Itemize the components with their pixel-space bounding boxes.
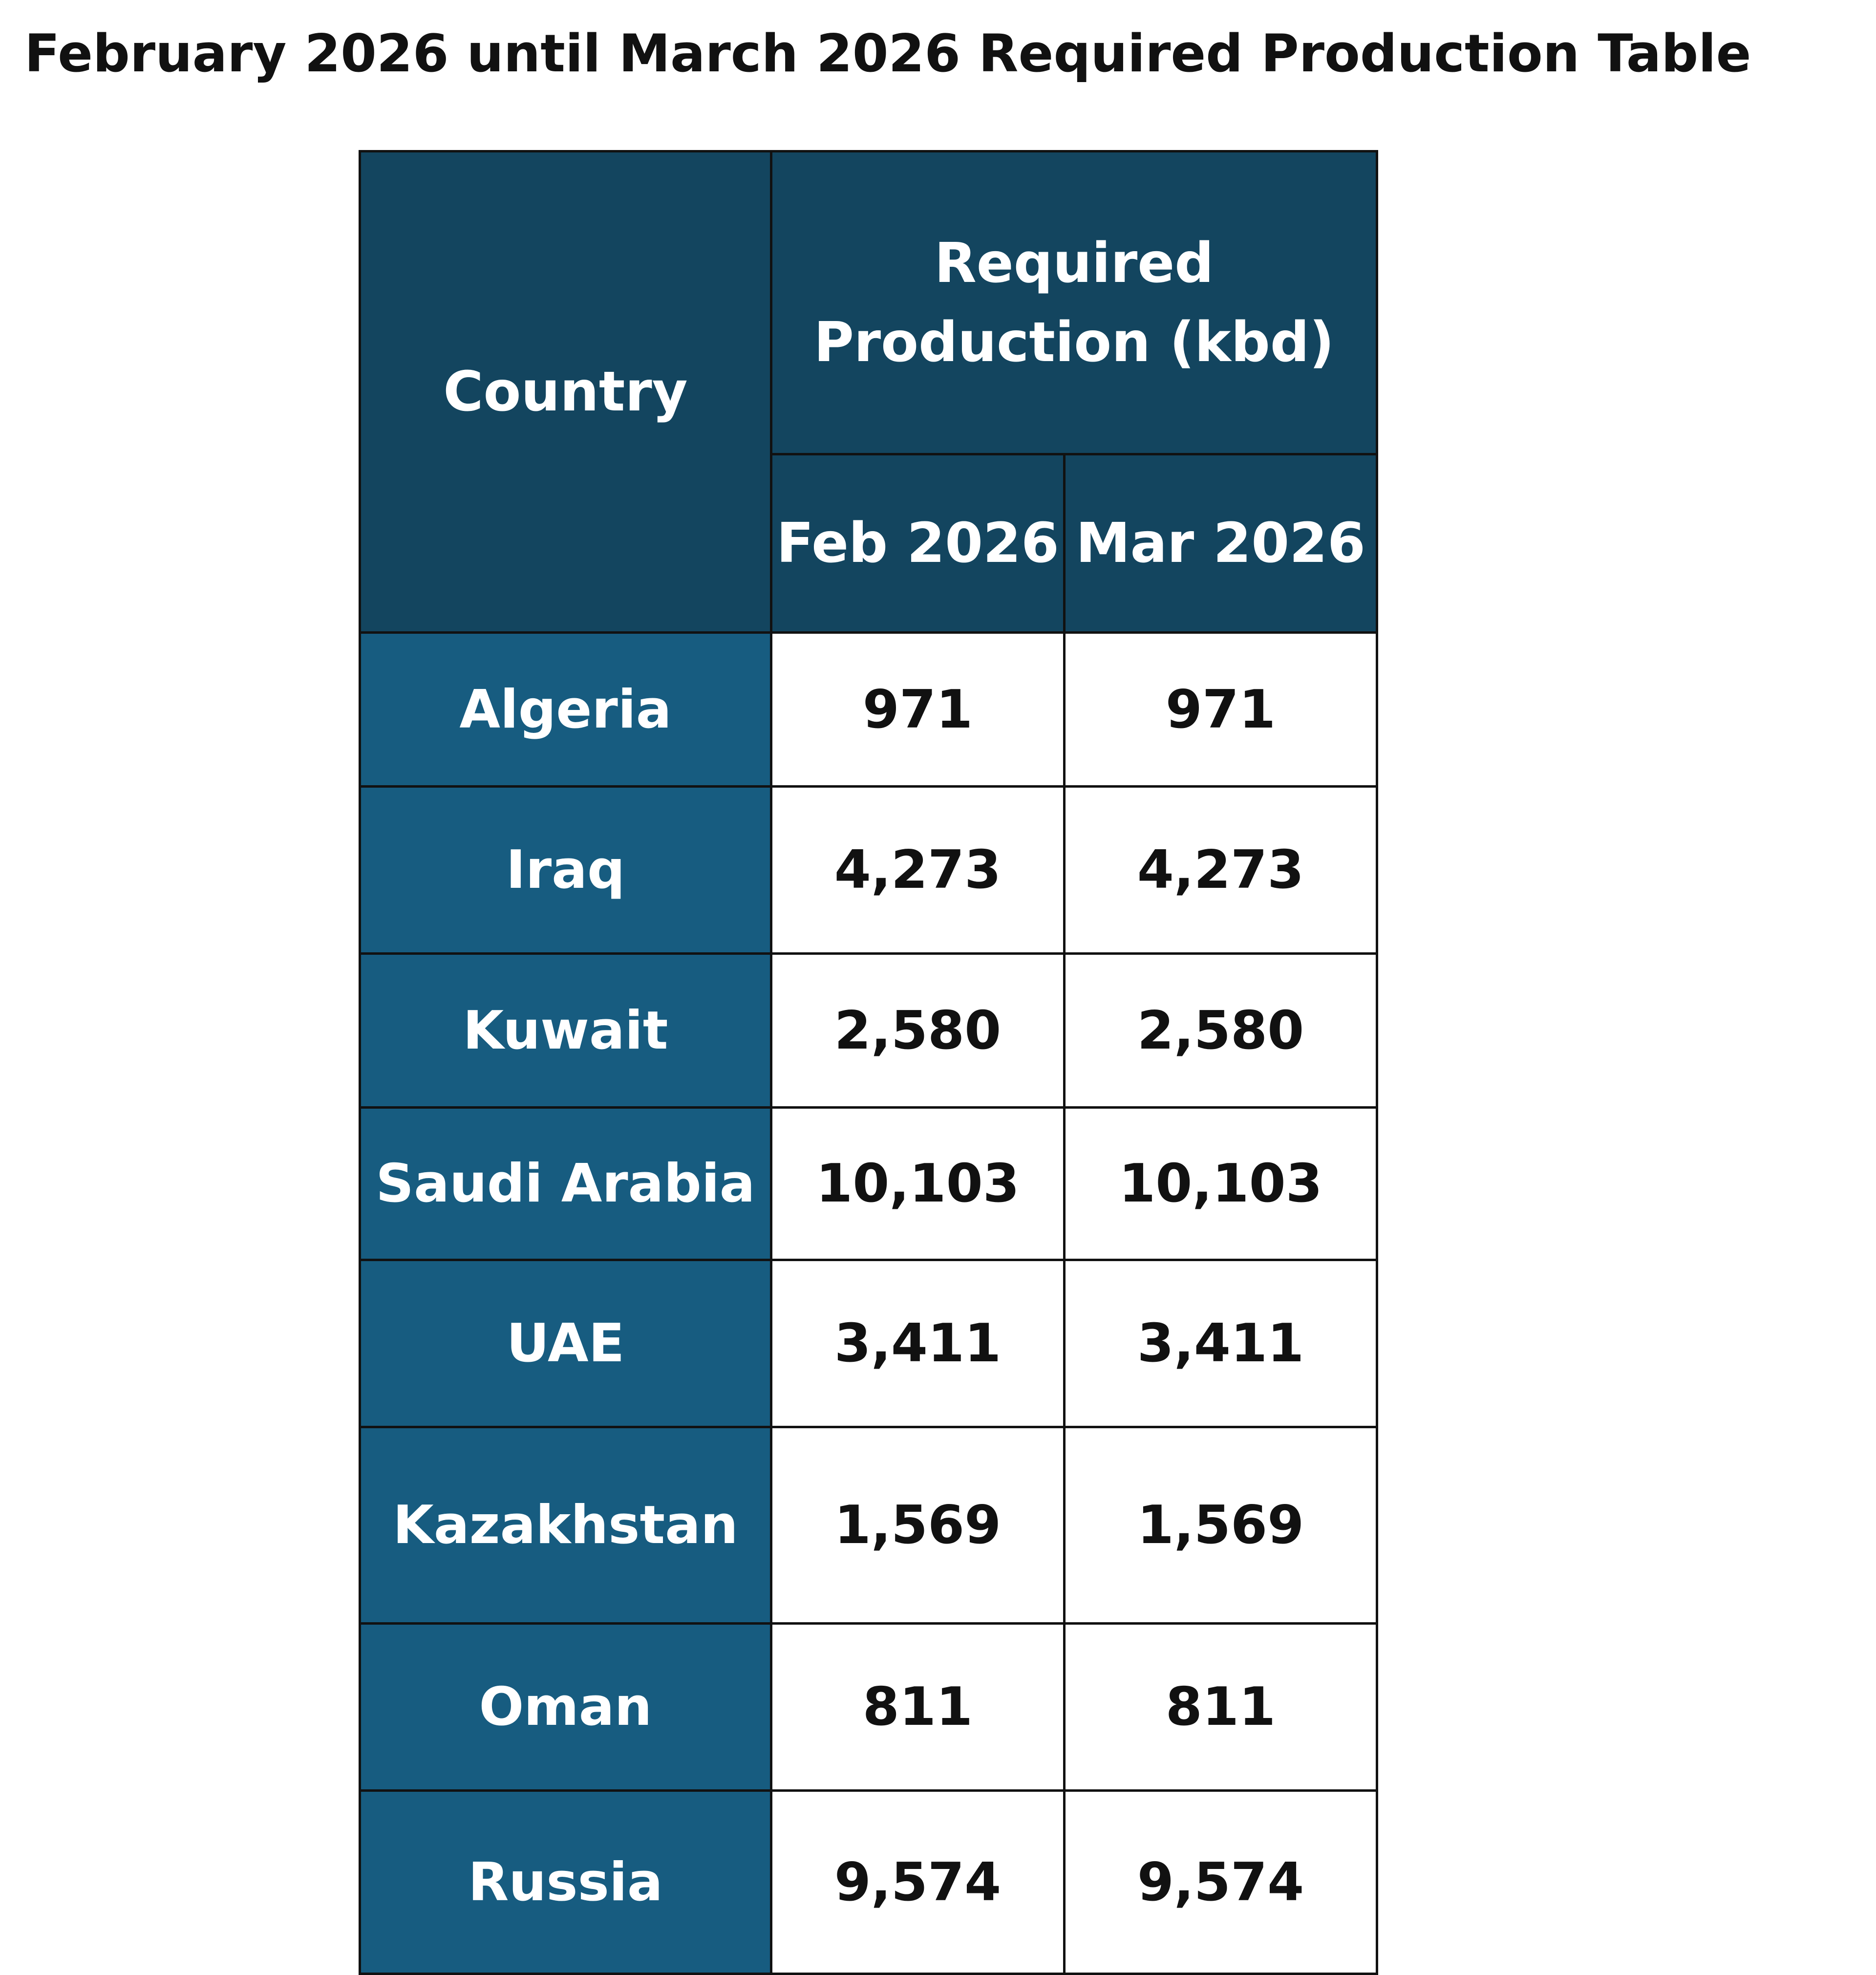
cell-feb-2026: 4,273 — [770, 785, 1066, 955]
table-row: Iraq 4,273 4,273 — [359, 785, 1378, 955]
row-header-country: Iraq — [359, 785, 772, 955]
row-header-country: Kazakhstan — [359, 1426, 772, 1625]
row-header-country: Algeria — [359, 631, 772, 788]
cell-mar-2026: 811 — [1063, 1622, 1378, 1792]
column-header-mar-2026: Mar 2026 — [1063, 453, 1378, 634]
row-header-country: Russia — [359, 1789, 772, 1975]
row-header-country: Kuwait — [359, 952, 772, 1109]
row-header-country: Oman — [359, 1622, 772, 1792]
column-header-country: Country — [359, 150, 772, 634]
production-table: Country Required Production (kbd) Feb 20… — [359, 150, 1378, 1975]
table-row: Russia 9,574 9,574 — [359, 1789, 1378, 1975]
cell-mar-2026: 3,411 — [1063, 1259, 1378, 1428]
table-row: Kuwait 2,580 2,580 — [359, 952, 1378, 1109]
cell-feb-2026: 811 — [770, 1622, 1066, 1792]
row-header-country: UAE — [359, 1259, 772, 1428]
table-row: UAE 3,411 3,411 — [359, 1259, 1378, 1428]
cell-feb-2026: 9,574 — [770, 1789, 1066, 1975]
table-row: Oman 811 811 — [359, 1622, 1378, 1792]
cell-feb-2026: 3,411 — [770, 1259, 1066, 1428]
column-header-required-production: Required Production (kbd) — [770, 150, 1378, 455]
table-row: Saudi Arabia 10,103 10,103 — [359, 1106, 1378, 1261]
cell-mar-2026: 971 — [1063, 631, 1378, 788]
cell-mar-2026: 2,580 — [1063, 952, 1378, 1109]
cell-feb-2026: 971 — [770, 631, 1066, 788]
cell-feb-2026: 10,103 — [770, 1106, 1066, 1261]
column-header-feb-2026: Feb 2026 — [770, 453, 1066, 634]
cell-mar-2026: 10,103 — [1063, 1106, 1378, 1261]
page-title: February 2026 until March 2026 Required … — [24, 23, 1751, 84]
cell-mar-2026: 1,569 — [1063, 1426, 1378, 1625]
cell-feb-2026: 2,580 — [770, 952, 1066, 1109]
cell-feb-2026: 1,569 — [770, 1426, 1066, 1625]
row-header-country: Saudi Arabia — [359, 1106, 772, 1261]
cell-mar-2026: 4,273 — [1063, 785, 1378, 955]
cell-mar-2026: 9,574 — [1063, 1789, 1378, 1975]
table-row: Algeria 971 971 — [359, 631, 1378, 788]
table-row: Kazakhstan 1,569 1,569 — [359, 1426, 1378, 1625]
